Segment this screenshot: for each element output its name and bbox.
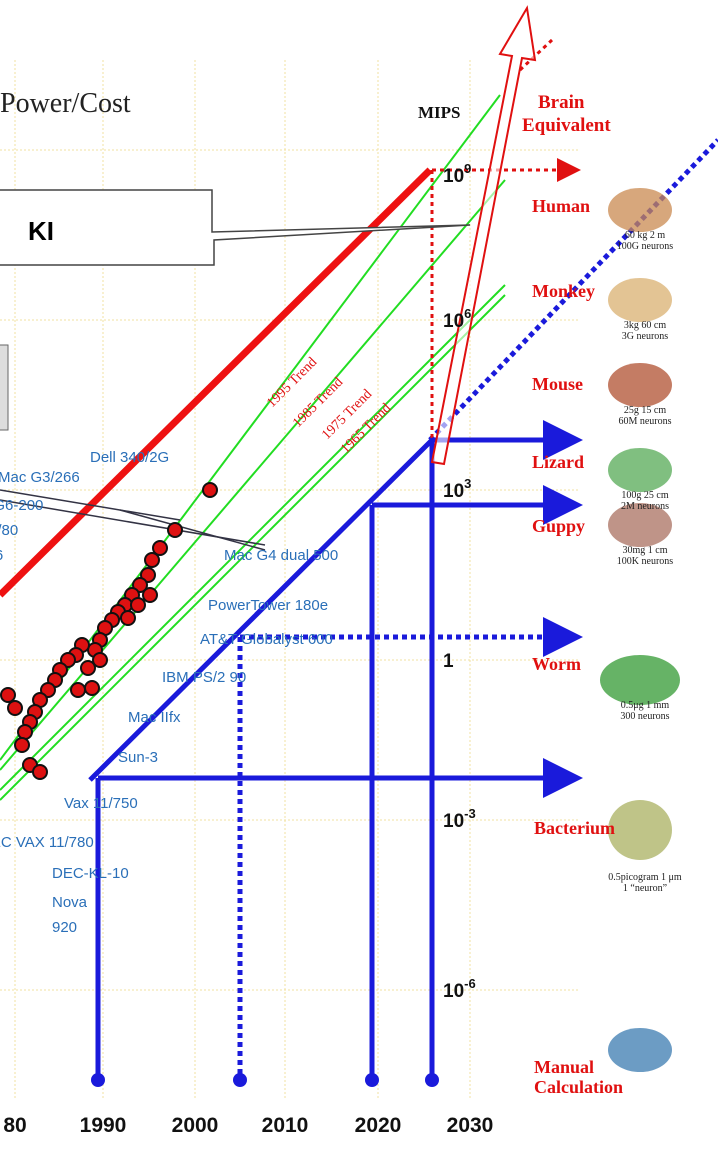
callout: KI xyxy=(28,216,54,246)
blue-lines xyxy=(90,440,578,1080)
animal-picture xyxy=(608,278,672,322)
data-dot xyxy=(15,738,29,752)
y-tick-label: 10-3 xyxy=(443,806,476,832)
machine-label: AT&T Globalyst 600 xyxy=(200,631,333,648)
machine-label: Mac IIfx xyxy=(128,709,181,726)
level-caption: 60M neurons xyxy=(618,416,671,427)
level-caption: 1 “neuron” xyxy=(623,883,667,894)
x-tick-label: 2020 xyxy=(355,1114,402,1137)
y-tick-label: 10-6 xyxy=(443,976,476,1002)
data-dot xyxy=(168,523,182,537)
data-dot xyxy=(8,701,22,715)
animal-picture xyxy=(608,188,672,232)
data-dot xyxy=(145,553,159,567)
animal-picture xyxy=(608,800,672,860)
machine-label: Vax 11/750 xyxy=(64,795,138,812)
level-caption: 60 kg 2 m xyxy=(625,230,666,241)
y-tick-label: 1 xyxy=(443,651,454,672)
y-tick-exponent: 6 xyxy=(464,306,471,321)
data-dot xyxy=(85,681,99,695)
level-caption: 100G neurons xyxy=(617,241,673,252)
data-dot xyxy=(93,653,107,667)
machine-label: 3100/80 xyxy=(0,522,18,539)
animal-picture xyxy=(608,1028,672,1072)
title: Power/Cost xyxy=(0,88,131,119)
level-name: Human xyxy=(532,196,590,216)
axis-dots xyxy=(91,1073,439,1087)
level-name: Monkey xyxy=(532,281,595,301)
machine-label: 2/66 xyxy=(0,547,3,564)
machine-label: Mac G4 dual 500 xyxy=(224,547,338,564)
machine-label: DEC-KL-10 xyxy=(52,865,129,882)
data-dot xyxy=(33,765,47,779)
page: {"header":{"title":"Power/Cost","unit":"… xyxy=(0,0,718,1153)
level-caption: 300 neurons xyxy=(620,711,669,722)
brain-title: Brain xyxy=(538,92,585,113)
y-tick-exponent: 9 xyxy=(464,161,471,176)
data-dot xyxy=(1,688,15,702)
animal-picture xyxy=(600,655,680,705)
level-caption: 25g 15 cm xyxy=(624,405,666,416)
big-arrow xyxy=(432,8,535,464)
level-caption: 2M neurons xyxy=(621,501,669,512)
level-name-line: Calculation xyxy=(534,1077,623,1097)
y-tick-exponent: -6 xyxy=(464,976,476,991)
x-tick-label: 80 xyxy=(3,1114,26,1137)
level-name: Guppy xyxy=(532,516,585,536)
data-dot xyxy=(18,725,32,739)
data-dot xyxy=(203,483,217,497)
level-caption: 30mg 1 cm xyxy=(623,545,668,556)
data-dot xyxy=(121,611,135,625)
machine-label: Gateway G6-200 xyxy=(0,497,43,514)
animal-picture xyxy=(608,363,672,407)
level-name: Lizard xyxy=(532,452,584,472)
x-tick-label: 1990 xyxy=(80,1114,127,1137)
level-caption: 3kg 60 cm xyxy=(624,320,666,331)
machine-label: Nova xyxy=(52,894,88,911)
x-tick-label: 2000 xyxy=(172,1114,219,1137)
level-caption: 0.5picogram 1 μm xyxy=(608,872,682,883)
data-dot xyxy=(131,598,145,612)
unit: MIPS xyxy=(418,103,461,122)
level-caption: 100g 25 cm xyxy=(621,490,668,501)
level-caption: 0.5μg 1 mm xyxy=(621,700,670,711)
machine-label: Dell 340/2G xyxy=(90,449,169,466)
chart: Power/Cost MIPS BrainEquivalent KI 80 1990 200… xyxy=(0,0,718,1153)
machine-label: 920 xyxy=(52,919,77,936)
y-tick-exponent: -3 xyxy=(464,806,476,821)
x-tick-label: 2030 xyxy=(447,1114,494,1137)
level-name: Mouse xyxy=(532,374,583,394)
animal-picture xyxy=(608,448,672,492)
side-box xyxy=(0,345,8,430)
x-tick-label: 2010 xyxy=(262,1114,309,1137)
y-tick-exponent: 3 xyxy=(464,476,471,491)
machine-label: Mac G3/266 xyxy=(0,469,80,486)
level-caption: 100K neurons xyxy=(617,556,673,567)
machine-label: IBM PS/2 90 xyxy=(162,669,246,686)
machine-label: DEC VAX 11/780 xyxy=(0,834,94,851)
level-name: Worm xyxy=(532,654,581,674)
data-dot xyxy=(71,683,85,697)
level-name-line: Manual xyxy=(534,1057,594,1077)
machine-label: PowerTower 180e xyxy=(208,597,328,614)
level-caption: 3G neurons xyxy=(622,331,668,342)
level-name: Bacterium xyxy=(534,818,615,838)
data-dot xyxy=(143,588,157,602)
y-tick-label: 103 xyxy=(443,476,471,502)
machine-label: Sun-3 xyxy=(118,749,158,766)
brain-title: Equivalent xyxy=(522,115,611,136)
